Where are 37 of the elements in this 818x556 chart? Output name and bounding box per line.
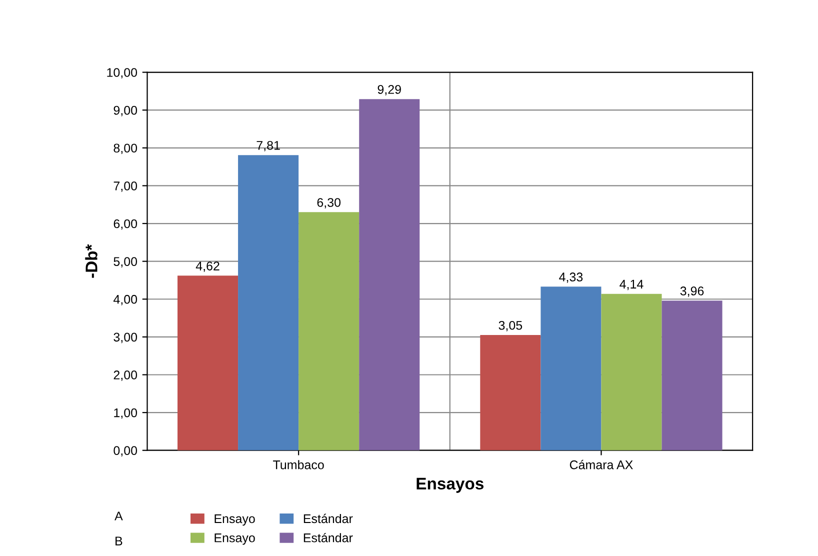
y-tick-label: 0,00 bbox=[114, 446, 138, 456]
data-label: 4,62 bbox=[196, 262, 220, 272]
bar bbox=[178, 276, 238, 450]
bar bbox=[662, 300, 722, 450]
data-label: 6,30 bbox=[317, 198, 341, 208]
bar bbox=[359, 99, 420, 450]
y-tick-label: 2,00 bbox=[114, 370, 138, 381]
y-tick-label: 5,00 bbox=[114, 257, 138, 268]
legend-label: Ensayo bbox=[214, 514, 255, 526]
y-tick-label: 10,00 bbox=[107, 68, 138, 78]
data-label: 4,14 bbox=[620, 280, 644, 290]
y-tick-label: 9,00 bbox=[114, 106, 138, 116]
data-label: 3,96 bbox=[680, 286, 704, 297]
text: A bbox=[114, 512, 123, 520]
y-tick-label: 7,00 bbox=[114, 182, 138, 192]
x-tick-label: Cámara AX bbox=[570, 460, 633, 470]
x-tick-label: Tumbaco bbox=[273, 460, 324, 470]
y-tick-label: 3,00 bbox=[114, 332, 138, 344]
legend-label: Ensayo bbox=[214, 534, 255, 545]
data-label: 3,05 bbox=[498, 320, 522, 332]
y-tick-label: 6,00 bbox=[114, 219, 138, 230]
y-tick-label: 1,00 bbox=[114, 408, 138, 419]
data-label: 7,81 bbox=[256, 140, 280, 152]
y-tick-label: 4,00 bbox=[113, 294, 138, 306]
data-label: 4,33 bbox=[559, 272, 583, 283]
bar bbox=[601, 294, 662, 450]
data-label: 9,29 bbox=[378, 85, 401, 96]
bar bbox=[238, 155, 299, 450]
bar bbox=[298, 212, 360, 450]
y-tick-label: 8,00 bbox=[114, 144, 138, 154]
y-axis-title: -Db* bbox=[85, 244, 98, 278]
legend-label: Estándar bbox=[304, 514, 353, 524]
bar bbox=[480, 335, 541, 450]
bar bbox=[540, 286, 602, 450]
x-axis-title: Ensayos bbox=[416, 478, 484, 493]
text: B bbox=[116, 536, 122, 546]
legend-label: Estándar bbox=[304, 532, 353, 542]
